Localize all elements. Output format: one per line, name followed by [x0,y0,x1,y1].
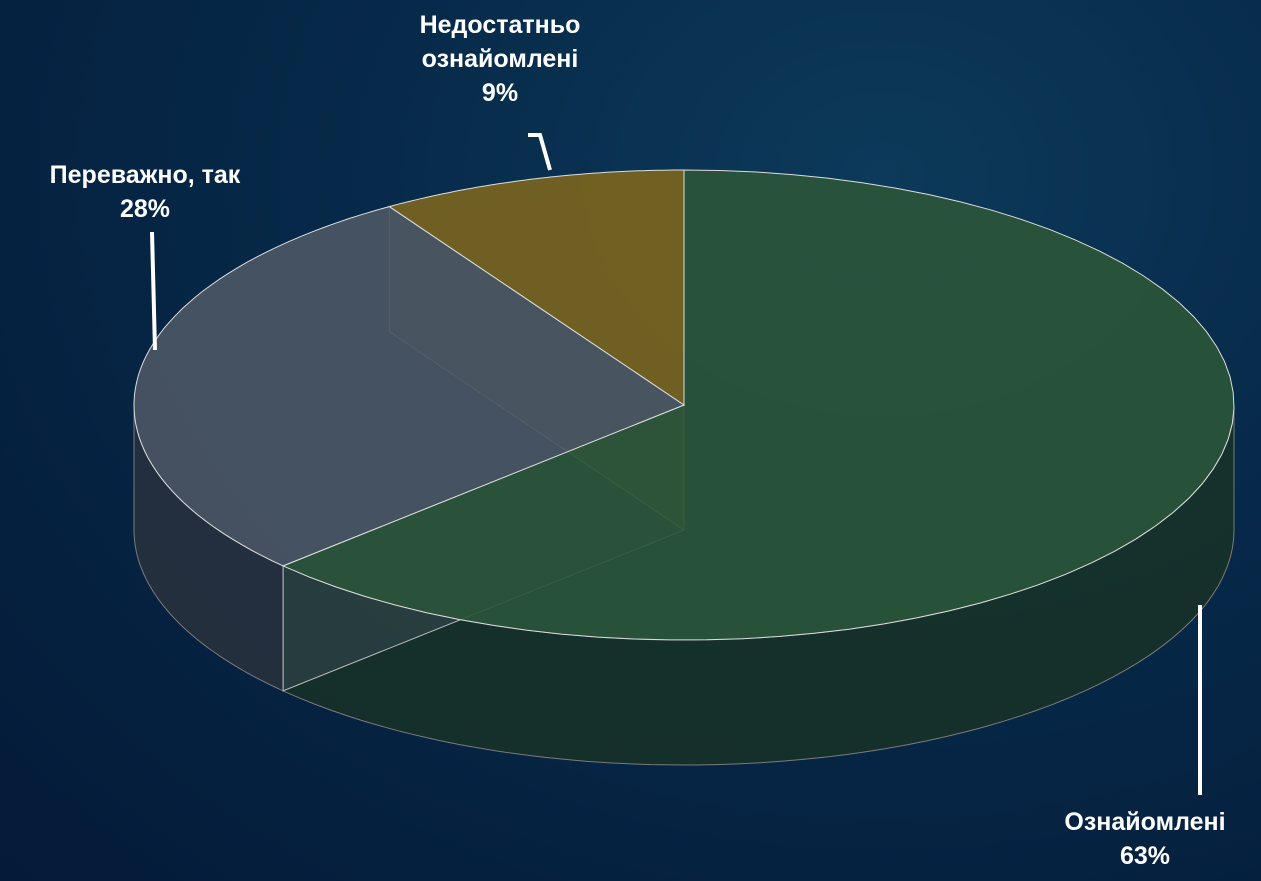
value-label: 63% [1119,842,1171,870]
data-label: Переважно, так 28% [0,158,295,226]
slice [281,169,1235,641]
value-label: 28% [119,195,171,223]
leader-line [150,231,157,351]
leader-line [528,133,552,171]
data-label: Ознайомлені 63% [995,805,1261,873]
category-label: Ознайомлені [1064,808,1226,836]
value-label: 9% [481,79,519,107]
slice [388,169,685,406]
data-label: Недостатньо ознайомлені 9% [380,8,620,110]
category-label: Недостатньо ознайомлені [419,11,581,73]
category-label: Переважно, так [49,161,241,189]
slice [133,206,686,567]
